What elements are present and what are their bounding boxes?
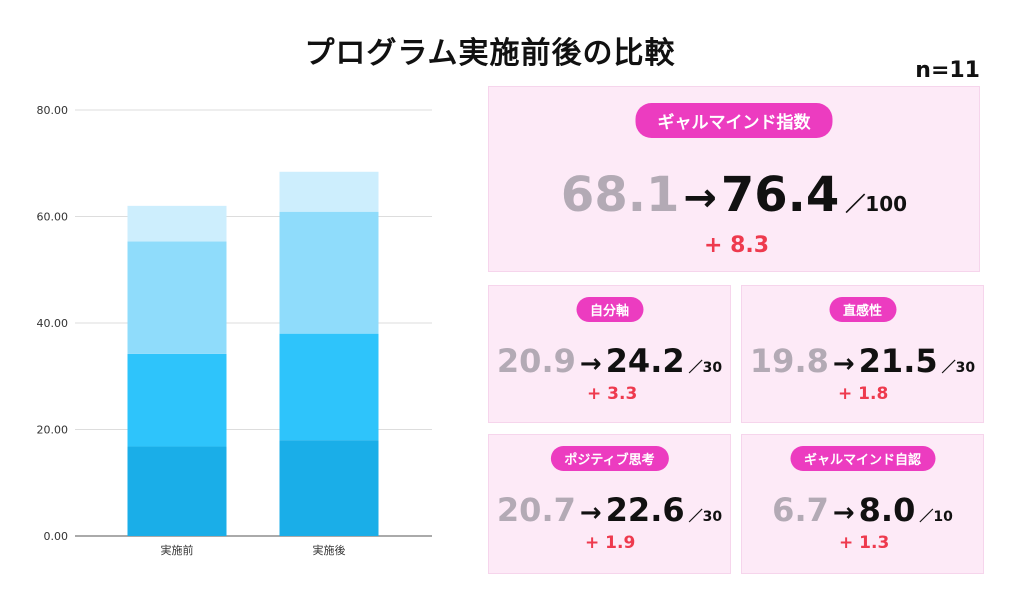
bar-segment xyxy=(279,333,379,441)
metric-values: 6.7 → 8.0 ／10 xyxy=(742,491,983,529)
page-title: プログラム実施前後の比較 xyxy=(304,36,676,71)
bar-segment xyxy=(279,171,379,212)
sample-size-label: n=11 xyxy=(915,58,980,83)
bar-segment xyxy=(279,211,379,334)
metric-diff: + 1.3 xyxy=(839,533,890,553)
metric-max: ／10 xyxy=(919,509,953,525)
main-metric-panel: ギャルマインド指数 68.1 →76.4 ／100 + 8.3 xyxy=(488,86,980,272)
arrow-icon: → xyxy=(579,498,602,528)
bar-segment xyxy=(127,446,227,536)
main-metric-before: 68.1 xyxy=(560,167,680,223)
metric-label: 直感性 xyxy=(828,297,897,322)
metric-label: 自分軸 xyxy=(575,297,644,322)
metric-panel-jinin: ギャルマインド自認 6.7 → 8.0 ／10 + 1.3 xyxy=(741,434,984,574)
metric-after: 21.5 xyxy=(858,342,938,380)
arrow-icon: → xyxy=(683,175,717,221)
arrow-icon: → xyxy=(579,349,602,379)
metric-max: ／30 xyxy=(688,509,723,525)
metric-before: 20.7 xyxy=(496,491,576,529)
metric-max: ／30 xyxy=(941,360,976,376)
bar-segment xyxy=(127,353,227,447)
bar-segment xyxy=(127,241,227,354)
y-tick-label: 60.00 xyxy=(37,211,69,224)
x-tick-label: 実施後 xyxy=(313,543,346,557)
metric-panel-jibunjiku: 自分軸 20.9 → 24.2 ／30 + 3.3 xyxy=(488,285,731,423)
arrow-icon: → xyxy=(832,498,855,528)
stacked-bar-chart: 0.00 20.00 40.00 60.00 80.00 実施前 実施後 xyxy=(37,104,432,557)
y-tick-label: 40.00 xyxy=(37,317,69,330)
metric-diff: + 1.8 xyxy=(838,384,889,404)
metric-after: 22.6 xyxy=(605,491,685,529)
y-tick-label: 0.00 xyxy=(44,530,69,543)
y-tick-label: 20.00 xyxy=(37,424,69,437)
bar-segment xyxy=(127,205,227,242)
metric-before: 6.7 xyxy=(772,491,829,529)
x-tick-label: 実施前 xyxy=(161,543,194,557)
metric-before: 20.9 xyxy=(496,342,576,380)
metric-after: 8.0 xyxy=(858,491,916,529)
y-tick-label: 80.00 xyxy=(37,104,69,117)
metric-panel-chokkansei: 直感性 19.8 → 21.5 ／30 + 1.8 xyxy=(741,285,984,423)
arrow-icon: → xyxy=(832,349,855,379)
metric-label: ポジティブ思考 xyxy=(550,446,669,471)
metric-values: 20.9 → 24.2 ／30 xyxy=(489,342,730,380)
metric-after: 24.2 xyxy=(605,342,685,380)
metric-max: ／30 xyxy=(688,360,723,376)
main-metric-after: 76.4 xyxy=(720,167,840,223)
main-metric-label: ギャルマインド指数 xyxy=(635,103,833,138)
main-metric-diff: + 8.3 xyxy=(704,233,770,258)
metric-label: ギャルマインド自認 xyxy=(789,446,936,471)
bar-segment xyxy=(279,440,379,536)
metric-diff: + 3.3 xyxy=(587,384,638,404)
metric-before: 19.8 xyxy=(749,342,829,380)
metric-diff: + 1.9 xyxy=(585,533,636,553)
metric-values: 19.8 → 21.5 ／30 xyxy=(742,342,983,380)
metric-panel-positive: ポジティブ思考 20.7 → 22.6 ／30 + 1.9 xyxy=(488,434,731,574)
metric-values: 20.7 → 22.6 ／30 xyxy=(489,491,730,529)
main-metric-values: 68.1 →76.4 ／100 xyxy=(489,167,979,223)
main-metric-max: ／100 xyxy=(845,192,908,216)
